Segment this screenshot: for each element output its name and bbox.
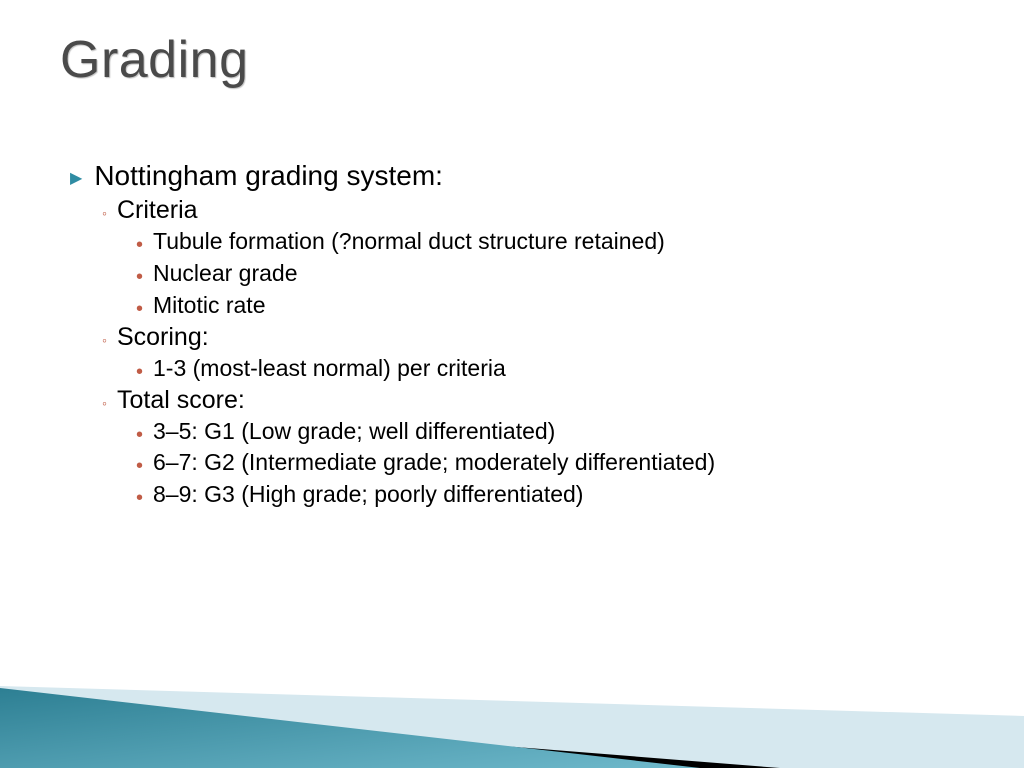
circle-bullet-icon: ◦	[102, 205, 107, 221]
l3-text: 1-3 (most-least normal) per criteria	[153, 354, 506, 384]
dot-bullet-icon: •	[136, 488, 143, 508]
bullet-level-3: • 8–9: G3 (High grade; poorly differenti…	[136, 480, 934, 510]
bullet-level-3: • Mitotic rate	[136, 291, 934, 321]
l3-text: 6–7: G2 (Intermediate grade; moderately …	[153, 448, 715, 478]
bullet-level-3: • 3–5: G1 (Low grade; well differentiate…	[136, 417, 934, 447]
l3-text: Nuclear grade	[153, 259, 297, 289]
slide: Grading ▶ Nottingham grading system: ◦ C…	[0, 0, 1024, 768]
dot-bullet-icon: •	[136, 425, 143, 445]
l3-text: Tubule formation (?normal duct structure…	[153, 227, 665, 257]
circle-bullet-icon: ◦	[102, 395, 107, 411]
slide-content: ▶ Nottingham grading system: ◦ Criteria …	[70, 160, 934, 512]
bullet-level-2: ◦ Total score:	[102, 386, 934, 415]
bullet-level-3: • Nuclear grade	[136, 259, 934, 289]
dot-bullet-icon: •	[136, 267, 143, 287]
l3-text: 3–5: G1 (Low grade; well differentiated)	[153, 417, 555, 447]
dot-bullet-icon: •	[136, 456, 143, 476]
l1-text: Nottingham grading system:	[94, 160, 443, 192]
bullet-level-2: ◦ Criteria	[102, 196, 934, 225]
l2-text: Scoring:	[117, 323, 209, 352]
l2-text: Criteria	[117, 196, 198, 225]
l3-text: 8–9: G3 (High grade; poorly differentiat…	[153, 480, 583, 510]
bullet-level-3: • 1-3 (most-least normal) per criteria	[136, 354, 934, 384]
bullet-level-2: ◦ Scoring:	[102, 323, 934, 352]
dot-bullet-icon: •	[136, 362, 143, 382]
l2-text: Total score:	[117, 386, 245, 415]
bullet-level-3: • 6–7: G2 (Intermediate grade; moderatel…	[136, 448, 934, 478]
slide-decoration	[0, 628, 1024, 768]
l3-text: Mitotic rate	[153, 291, 265, 321]
dot-bullet-icon: •	[136, 299, 143, 319]
slide-title: Grading	[60, 30, 249, 90]
dot-bullet-icon: •	[136, 235, 143, 255]
circle-bullet-icon: ◦	[102, 332, 107, 348]
bullet-level-1: ▶ Nottingham grading system:	[70, 160, 934, 192]
triangle-bullet-icon: ▶	[70, 168, 82, 188]
bullet-level-3: • Tubule formation (?normal duct structu…	[136, 227, 934, 257]
